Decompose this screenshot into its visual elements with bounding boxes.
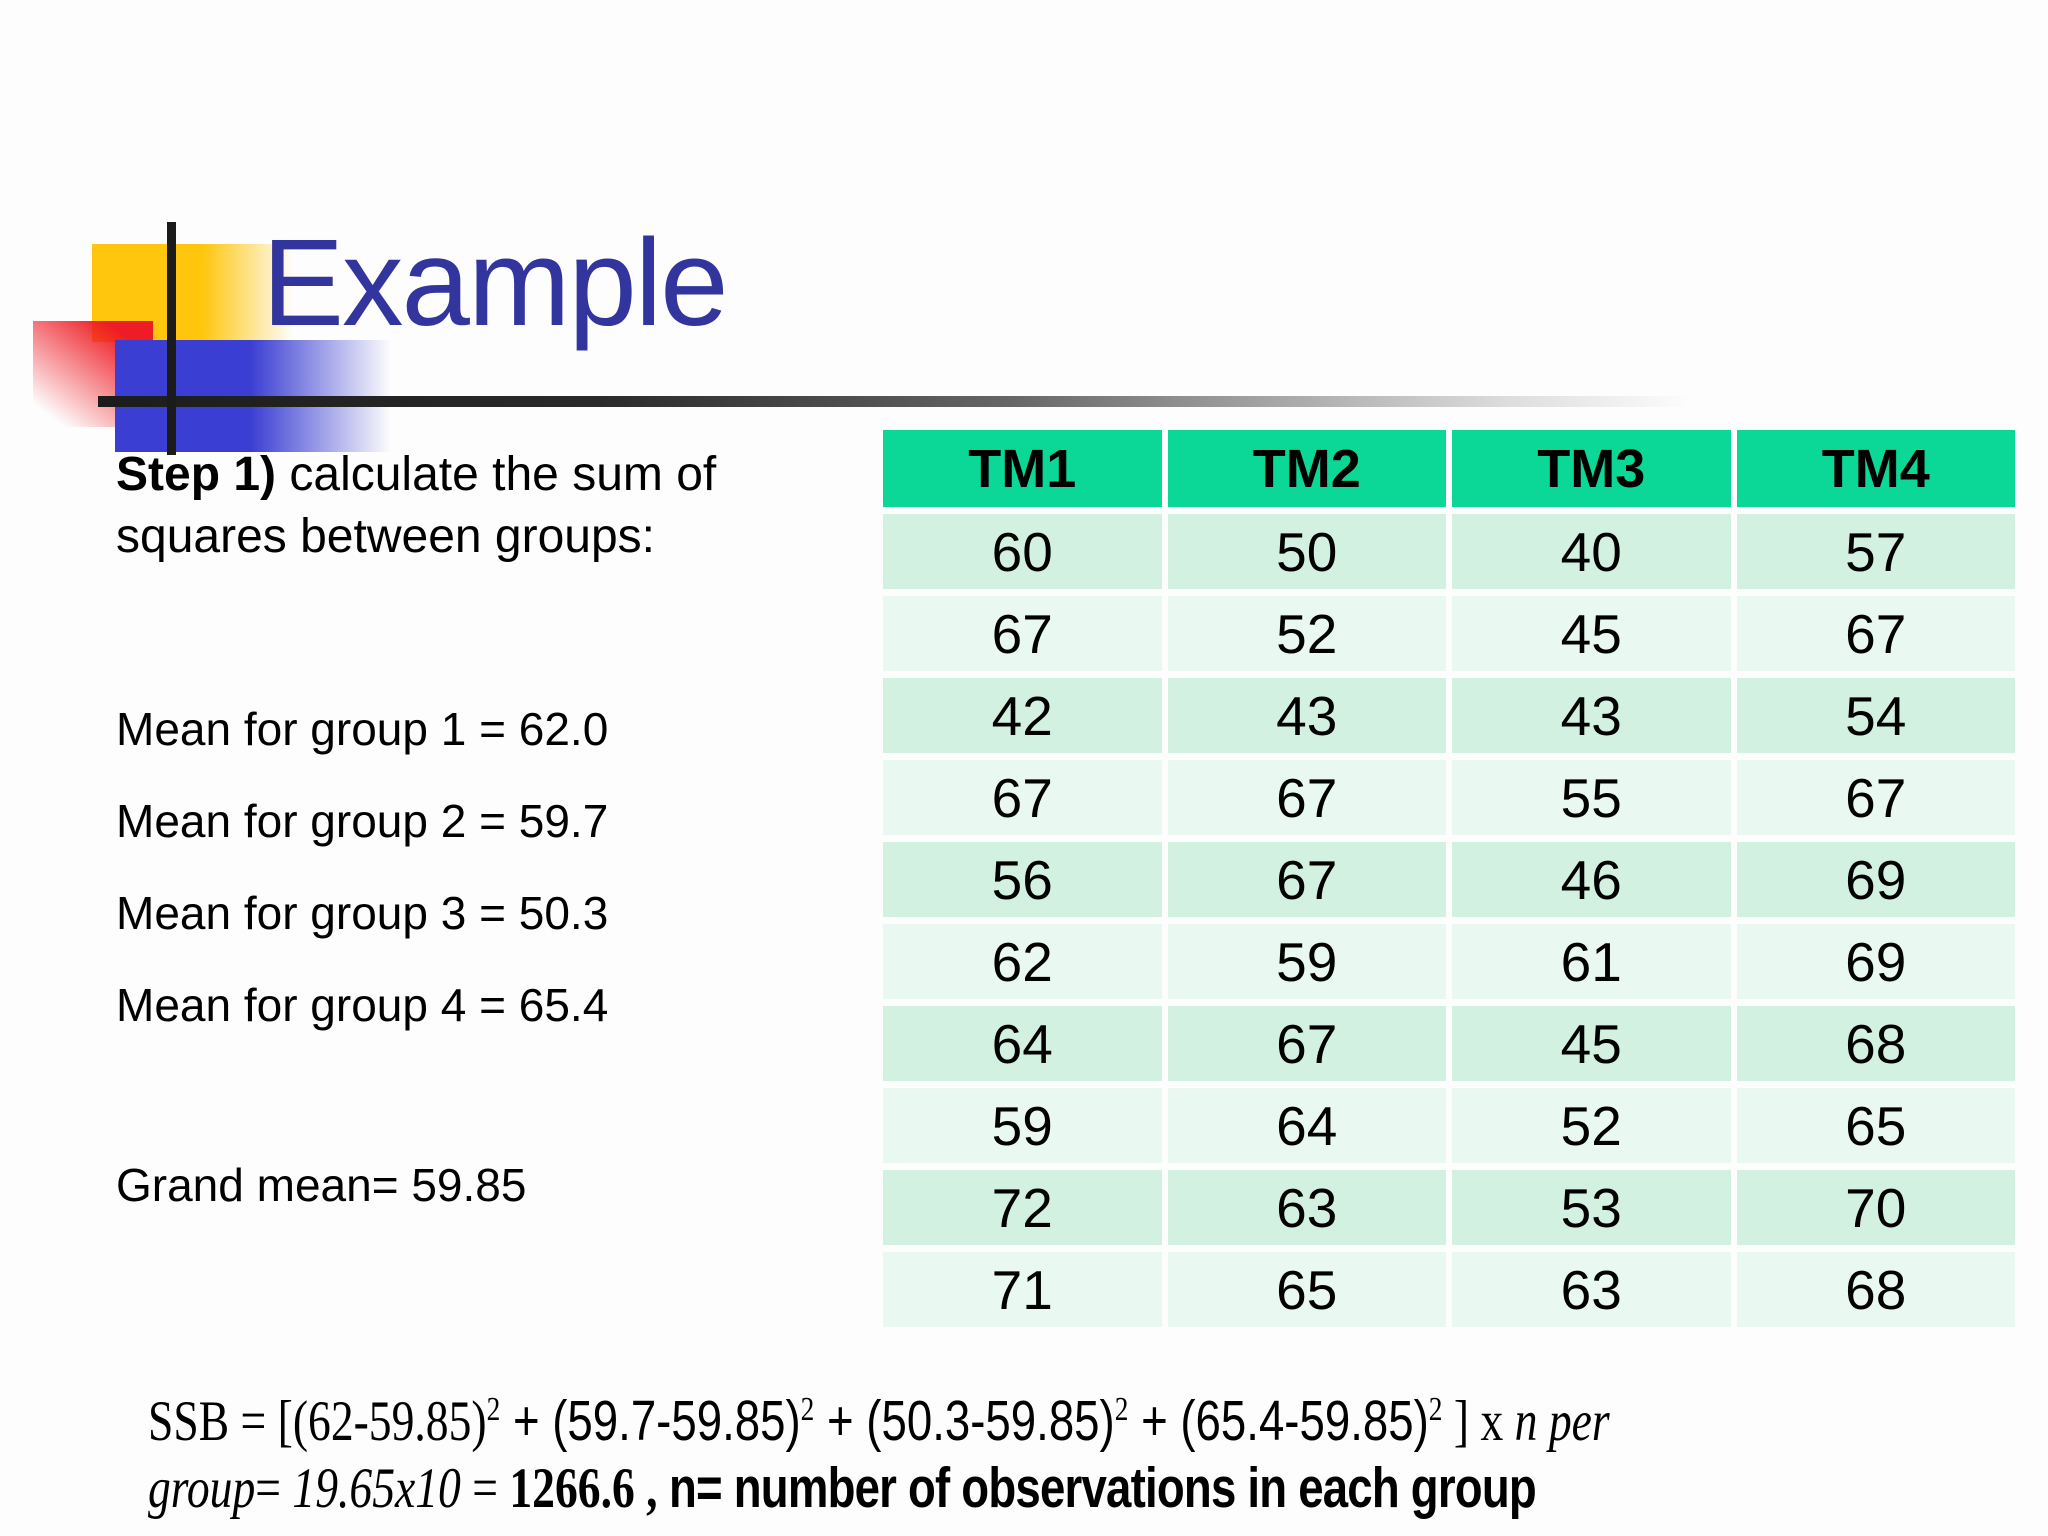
grand-mean: Grand mean= 59.85 [116,1159,527,1211]
column-header-tm3: TM3 [1452,430,1731,507]
table-cell: 67 [1736,760,2015,835]
table-cell: 67 [1736,596,2015,671]
formula-part: + (50.3-59.85) [814,1389,1115,1453]
table-cell: 52 [1167,596,1446,671]
table-cell: 65 [1167,1252,1446,1327]
table-cell: 67 [1167,1006,1446,1081]
table-cell: 42 [883,678,1162,753]
step-text: Step 1) calculate the sum of squares bet… [116,444,876,568]
table-cell: 71 [883,1252,1162,1327]
data-table: TM1 TM2 TM3 TM4 60 50 40 57 67 52 45 67 … [883,430,2015,1327]
column-header-tm4: TM4 [1736,430,2015,507]
table-cell: 50 [1167,514,1446,589]
table-cell: 62 [883,924,1162,999]
table-cell: 63 [1167,1170,1446,1245]
table-cell: 46 [1452,842,1731,917]
group-means-list: Mean for group 1 = 62.0 Mean for group 2… [116,683,816,1051]
formula-superscript: 2 [486,1391,501,1428]
formula-superscript: 2 [1114,1391,1129,1428]
formula-note: n= number of observations in each group [668,1456,1537,1520]
step-description: calculate the sum of squares between gro… [116,448,717,563]
table-cell: 59 [883,1088,1162,1163]
table-cell: 69 [1736,924,2015,999]
formula-part: , [634,1457,669,1520]
slide-title: Example [262,215,729,352]
table-cell: 67 [883,596,1162,671]
table-cell: 68 [1736,1252,2015,1327]
table-cell: 57 [1736,514,2015,589]
formula-part: + (65.4-59.85) [1128,1389,1429,1453]
table-cell: 61 [1452,924,1731,999]
mean-group-4: Mean for group 4 = 65.4 [116,979,609,1031]
formula-part: ] x [1442,1390,1515,1453]
table-cell: 43 [1167,678,1446,753]
formula-part: n per [1514,1390,1610,1453]
step-label: Step 1) [116,448,277,501]
table-cell: 56 [883,842,1162,917]
table-cell: 43 [1452,678,1731,753]
table-cell: 63 [1452,1252,1731,1327]
table-cell: 64 [1167,1088,1446,1163]
formula-line-1: SSB = [(62-59.85)2 + (59.7-59.85)2 + (50… [148,1388,1988,1455]
table-cell: 67 [1167,760,1446,835]
table-cell: 64 [883,1006,1162,1081]
ssb-formula: SSB = [(62-59.85)2 + (59.7-59.85)2 + (50… [148,1388,1988,1522]
column-header-tm1: TM1 [883,430,1162,507]
table-cell: 67 [883,760,1162,835]
formula-part: SSB = [(62-59.85) [148,1390,487,1453]
table-cell: 54 [1736,678,2015,753]
formula-part: = [255,1457,293,1520]
mean-group-1: Mean for group 1 = 62.0 [116,703,609,755]
table-cell: 60 [883,514,1162,589]
formula-superscript: 2 [1428,1391,1443,1428]
formula-result: 1266.6 [509,1457,635,1520]
table-cell: 72 [883,1170,1162,1245]
title-underline [98,396,1758,407]
table-cell: 67 [1167,842,1446,917]
table-cell: 68 [1736,1006,2015,1081]
table-cell: 65 [1736,1088,2015,1163]
mean-group-3: Mean for group 3 = 50.3 [116,887,609,939]
table-cell: 52 [1452,1088,1731,1163]
table-cell: 45 [1452,1006,1731,1081]
formula-line-2: group= 19.65x10 = 1266.6 , n= number of … [148,1455,1988,1522]
formula-part: group [148,1457,256,1520]
table-cell: 59 [1167,924,1446,999]
table-cell: 55 [1452,760,1731,835]
decoration-vertical-line [167,222,176,455]
mean-group-2: Mean for group 2 = 59.7 [116,795,609,847]
formula-part: = [460,1457,510,1520]
table-cell: 40 [1452,514,1731,589]
column-header-tm2: TM2 [1167,430,1446,507]
table-cell: 69 [1736,842,2015,917]
table-cell: 70 [1736,1170,2015,1245]
table-cell: 45 [1452,596,1731,671]
formula-superscript: 2 [800,1391,815,1428]
formula-part: 19.65x10 [292,1457,461,1520]
formula-part: + (59.7-59.85) [500,1389,801,1453]
table-cell: 53 [1452,1170,1731,1245]
